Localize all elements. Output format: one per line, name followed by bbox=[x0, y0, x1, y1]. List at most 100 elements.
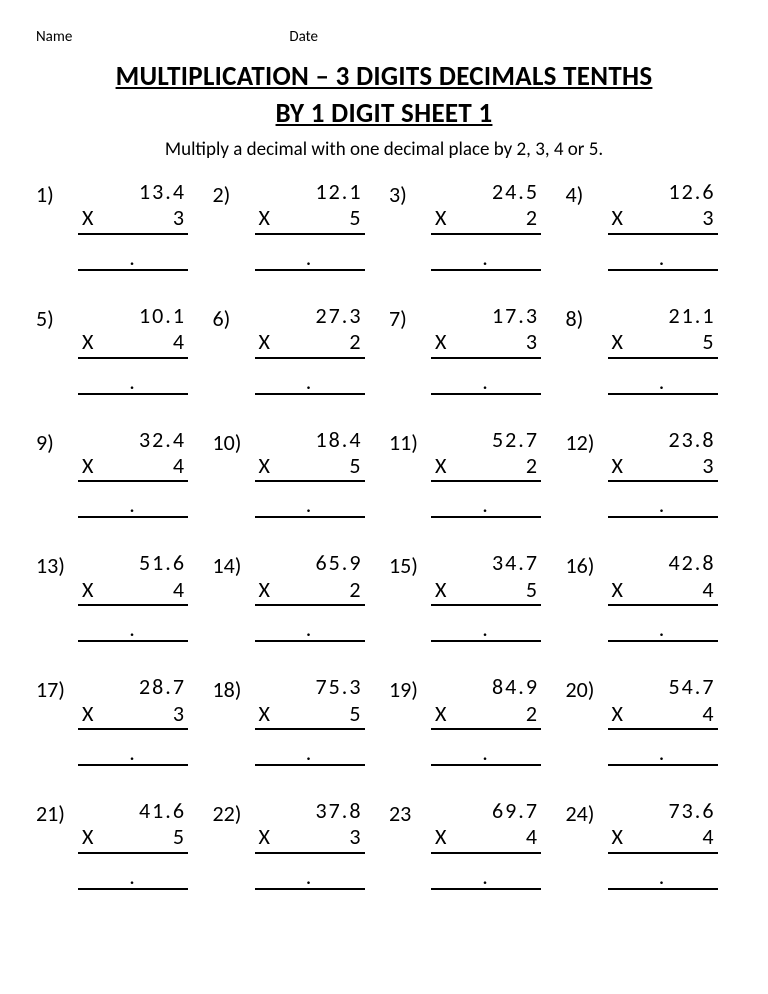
problem-number: 16) bbox=[566, 550, 608, 579]
multiplicand: 17.3 bbox=[431, 303, 541, 329]
problem-stack: 84.9X 2. bbox=[431, 674, 541, 766]
problem-number: 8) bbox=[566, 303, 608, 332]
problem-stack: 21.1X5. bbox=[608, 303, 718, 395]
decimal-point: . bbox=[129, 494, 137, 516]
problem-stack: 23.8X3. bbox=[608, 427, 718, 519]
multiplier: 3 bbox=[173, 205, 186, 231]
multiplier: 5 bbox=[702, 329, 715, 355]
problem-stack: 41.6X5. bbox=[78, 798, 188, 890]
multiply-symbol: X bbox=[259, 205, 270, 231]
multiply-symbol: X bbox=[259, 824, 270, 850]
decimal-point: . bbox=[482, 866, 490, 888]
problem-stack: 27.3X2. bbox=[255, 303, 365, 395]
multiplier-row: X5 bbox=[255, 701, 365, 730]
problem: 12)23.8X3. bbox=[566, 427, 733, 519]
multiplier-row: X2 bbox=[255, 329, 365, 358]
problem-number: 22) bbox=[213, 798, 255, 827]
problem: 3)24.5X2. bbox=[389, 179, 556, 271]
multiply-symbol: X bbox=[259, 453, 270, 479]
problem: 11)52.7X2. bbox=[389, 427, 556, 519]
problem: 20)54.7X4. bbox=[566, 674, 733, 766]
multiplier: 4 bbox=[526, 824, 539, 850]
multiplicand: 54.7 bbox=[608, 674, 718, 700]
multiplier-row: X5 bbox=[431, 577, 541, 606]
answer-line: . bbox=[78, 245, 188, 271]
name-label: Name bbox=[36, 28, 286, 46]
answer-line: . bbox=[255, 616, 365, 642]
multiply-symbol: X bbox=[435, 453, 446, 479]
problem: 10)18.4X5. bbox=[213, 427, 380, 519]
multiplier: 4 bbox=[173, 453, 186, 479]
multiplier: 2 bbox=[349, 329, 362, 355]
problem-number: 14) bbox=[213, 550, 255, 579]
multiplier: 5 bbox=[526, 577, 539, 603]
problem-number: 11) bbox=[389, 427, 431, 456]
decimal-point: . bbox=[306, 494, 314, 516]
decimal-point: . bbox=[129, 742, 137, 764]
decimal-point: . bbox=[482, 247, 490, 269]
problem-number: 1) bbox=[36, 179, 78, 208]
multiplier-row: X4 bbox=[78, 329, 188, 358]
multiply-symbol: X bbox=[612, 329, 623, 355]
multiplicand: 73.6 bbox=[608, 798, 718, 824]
multiplier: 3 bbox=[349, 824, 362, 850]
problem-number: 2) bbox=[213, 179, 255, 208]
multiplier: 4 bbox=[702, 824, 715, 850]
problem: 1)13.4X3. bbox=[36, 179, 203, 271]
multiplier: 3 bbox=[702, 453, 715, 479]
problem: 15)34.7X5. bbox=[389, 550, 556, 642]
decimal-point: . bbox=[659, 371, 667, 393]
multiplier: 3 bbox=[526, 329, 539, 355]
problem: 8)21.1X5. bbox=[566, 303, 733, 395]
multiplier-row: X4 bbox=[608, 824, 718, 853]
decimal-point: . bbox=[129, 247, 137, 269]
answer-line: . bbox=[431, 369, 541, 395]
decimal-point: . bbox=[659, 742, 667, 764]
problem-stack: 17.3X3. bbox=[431, 303, 541, 395]
multiply-symbol: X bbox=[259, 701, 270, 727]
problem-stack: 34.7X5. bbox=[431, 550, 541, 642]
multiplicand: 24.5 bbox=[431, 179, 541, 205]
problem-stack: 73.6X4. bbox=[608, 798, 718, 890]
problem-stack: 51.6X4. bbox=[78, 550, 188, 642]
problem: 13)51.6X4. bbox=[36, 550, 203, 642]
problem-number: 13) bbox=[36, 550, 78, 579]
answer-line: . bbox=[78, 864, 188, 890]
multiply-symbol: X bbox=[435, 329, 446, 355]
multiplicand: 34.7 bbox=[431, 550, 541, 576]
multiply-symbol: X bbox=[435, 577, 446, 603]
decimal-point: . bbox=[659, 247, 667, 269]
multiplier: 4 bbox=[173, 329, 186, 355]
problem-number: 19) bbox=[389, 674, 431, 703]
multiplier-row: X4 bbox=[608, 701, 718, 730]
multiply-symbol: X bbox=[612, 205, 623, 231]
multiplier-row: X3 bbox=[255, 824, 365, 853]
multiplier-row: X4 bbox=[608, 577, 718, 606]
decimal-point: . bbox=[306, 247, 314, 269]
multiply-symbol: X bbox=[612, 701, 623, 727]
multiplier-row: X5 bbox=[78, 824, 188, 853]
answer-line: . bbox=[608, 492, 718, 518]
multiplier: 5 bbox=[349, 701, 362, 727]
multiplicand: 84.9 bbox=[431, 674, 541, 700]
decimal-point: . bbox=[482, 371, 490, 393]
answer-line: . bbox=[431, 492, 541, 518]
problem-stack: 12.6X3. bbox=[608, 179, 718, 271]
answer-line: . bbox=[608, 369, 718, 395]
instruction-text: Multiply a decimal with one decimal plac… bbox=[36, 138, 732, 161]
multiplier-row: X4 bbox=[78, 453, 188, 482]
title-block: MULTIPLICATION – 3 DIGITS DECIMALS TENTH… bbox=[36, 60, 732, 161]
decimal-point: . bbox=[129, 371, 137, 393]
multiplier-row: X3 bbox=[78, 701, 188, 730]
multiply-symbol: X bbox=[435, 701, 446, 727]
problem-stack: 24.5X2. bbox=[431, 179, 541, 271]
multiplier-row: X3 bbox=[431, 329, 541, 358]
decimal-point: . bbox=[129, 618, 137, 640]
problem-number: 5) bbox=[36, 303, 78, 332]
multiplicand: 13.4 bbox=[78, 179, 188, 205]
answer-line: . bbox=[431, 740, 541, 766]
problem-stack: 65.9X2. bbox=[255, 550, 365, 642]
multiplier: 2 bbox=[526, 701, 539, 727]
multiplier-row: X5 bbox=[608, 329, 718, 358]
answer-line: . bbox=[255, 864, 365, 890]
